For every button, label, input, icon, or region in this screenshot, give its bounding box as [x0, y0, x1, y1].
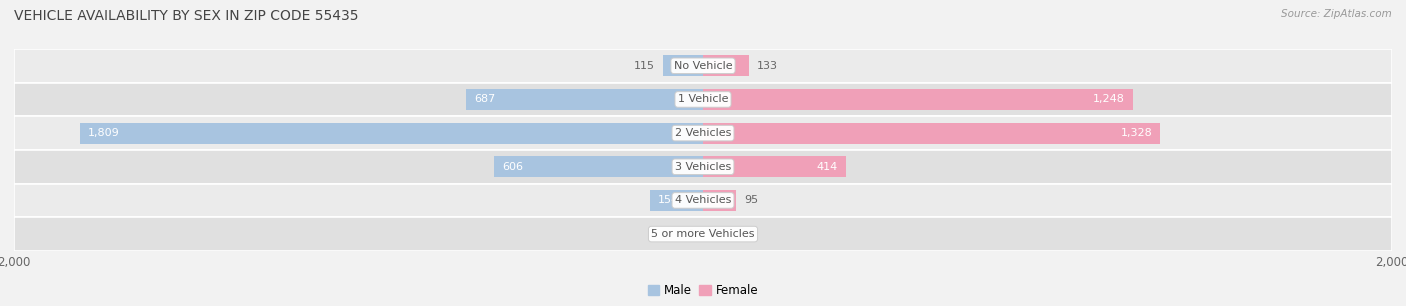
- Bar: [703, 190, 735, 211]
- Bar: [650, 190, 703, 211]
- Bar: [467, 89, 703, 110]
- Text: 414: 414: [815, 162, 838, 172]
- Text: 1,328: 1,328: [1121, 128, 1152, 138]
- Text: 1,248: 1,248: [1092, 95, 1125, 104]
- Text: 0: 0: [711, 229, 718, 239]
- Text: 1 Vehicle: 1 Vehicle: [678, 95, 728, 104]
- Bar: [14, 150, 1392, 184]
- Text: 0: 0: [688, 229, 695, 239]
- Legend: Male, Female: Male, Female: [643, 279, 763, 302]
- Text: 115: 115: [634, 61, 655, 71]
- Text: 133: 133: [756, 61, 778, 71]
- Text: 687: 687: [475, 95, 496, 104]
- Text: 2 Vehicles: 2 Vehicles: [675, 128, 731, 138]
- Bar: [703, 156, 845, 177]
- Bar: [80, 123, 703, 144]
- Text: 606: 606: [502, 162, 523, 172]
- Text: 4 Vehicles: 4 Vehicles: [675, 196, 731, 205]
- Text: 154: 154: [658, 196, 679, 205]
- Text: 1,809: 1,809: [89, 128, 120, 138]
- Text: 3 Vehicles: 3 Vehicles: [675, 162, 731, 172]
- Text: 5 or more Vehicles: 5 or more Vehicles: [651, 229, 755, 239]
- Bar: [14, 83, 1392, 116]
- Bar: [14, 217, 1392, 251]
- Bar: [703, 55, 749, 76]
- Text: Source: ZipAtlas.com: Source: ZipAtlas.com: [1281, 9, 1392, 19]
- Text: No Vehicle: No Vehicle: [673, 61, 733, 71]
- Bar: [14, 184, 1392, 217]
- Bar: [14, 116, 1392, 150]
- Text: 95: 95: [744, 196, 758, 205]
- Text: VEHICLE AVAILABILITY BY SEX IN ZIP CODE 55435: VEHICLE AVAILABILITY BY SEX IN ZIP CODE …: [14, 9, 359, 23]
- Bar: [703, 89, 1133, 110]
- Bar: [664, 55, 703, 76]
- Bar: [14, 49, 1392, 83]
- Bar: [703, 123, 1160, 144]
- Bar: [495, 156, 703, 177]
